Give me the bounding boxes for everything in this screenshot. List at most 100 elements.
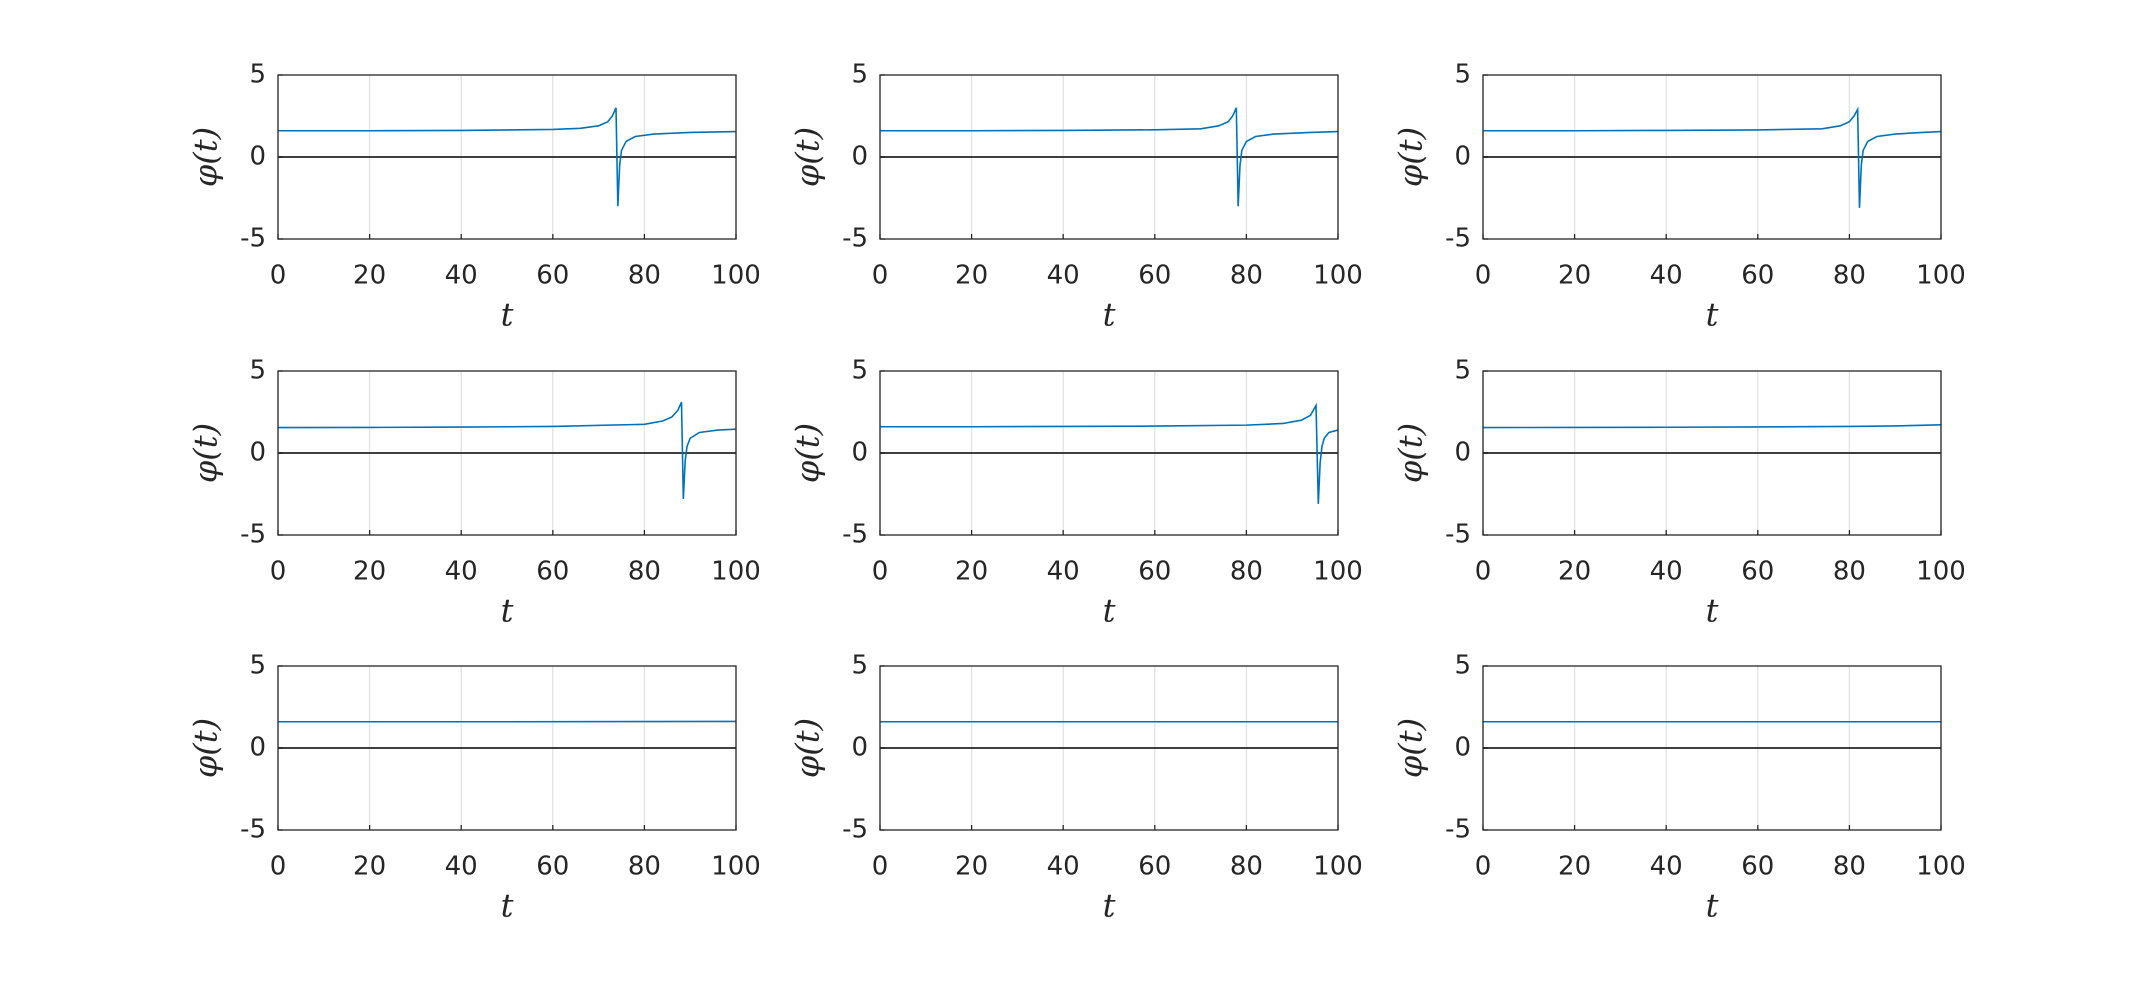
data-line [1483, 106, 1942, 208]
x-tick-label: 100 [711, 261, 761, 291]
y-tick-label: -5 [1445, 815, 1471, 845]
x-tick-label: 80 [1230, 261, 1263, 291]
y-tick-label: 5 [1454, 60, 1471, 90]
x-tick-label: 80 [1833, 557, 1866, 587]
x-axis-label: t [1103, 296, 1116, 334]
y-tick-label: 0 [851, 438, 868, 468]
data-line [880, 402, 1339, 504]
axes-box [1482, 370, 1942, 536]
y-tick-label: -5 [1445, 224, 1471, 254]
x-tick-label: 60 [536, 557, 569, 587]
data-line [277, 401, 737, 499]
x-tick-label: 0 [1475, 852, 1492, 882]
x-tick-label: 40 [445, 852, 478, 882]
x-axis-label: t [1706, 592, 1719, 630]
x-tick-label: 20 [1558, 557, 1591, 587]
x-tick-label: 100 [711, 557, 761, 587]
x-tick-label: 40 [1047, 261, 1080, 291]
y-axis-label: φ(t) [1392, 718, 1430, 778]
x-tick-label: 60 [1138, 557, 1171, 587]
x-tick-label: 60 [1741, 852, 1774, 882]
y-tick-label: -5 [240, 520, 266, 550]
x-tick-label: 40 [1650, 557, 1683, 587]
x-tick-label: 0 [872, 557, 889, 587]
x-tick-label: 100 [1313, 557, 1363, 587]
x-tick-label: 20 [955, 852, 988, 882]
x-axis-label: t [1103, 592, 1116, 630]
x-tick-label: 0 [270, 852, 287, 882]
x-tick-label: 80 [628, 852, 661, 882]
axes-box [1482, 665, 1942, 831]
x-tick-label: 40 [445, 261, 478, 291]
x-tick-label: 60 [536, 852, 569, 882]
y-axis-label: φ(t) [789, 423, 827, 483]
x-tick-label: 0 [1475, 557, 1492, 587]
y-axis-label: φ(t) [187, 423, 225, 483]
x-tick-label: 40 [445, 557, 478, 587]
axes-box [879, 665, 1339, 831]
x-tick-label: 20 [1558, 852, 1591, 882]
x-tick-label: 0 [270, 261, 287, 291]
y-axis-label: φ(t) [789, 127, 827, 187]
x-tick-label: 40 [1650, 261, 1683, 291]
data-line [1482, 423, 1942, 429]
y-tick-label: 5 [851, 356, 868, 386]
x-tick-label: 20 [955, 557, 988, 587]
y-tick-label: -5 [240, 224, 266, 254]
y-tick-label: 0 [249, 142, 266, 172]
y-tick-label: 0 [1454, 142, 1471, 172]
x-tick-label: 20 [1558, 261, 1591, 291]
data-line [880, 107, 1339, 207]
axes-box [879, 370, 1339, 536]
y-tick-label: -5 [240, 815, 266, 845]
y-tick-label: -5 [842, 520, 868, 550]
x-tick-label: 60 [1138, 261, 1171, 291]
y-tick-label: -5 [1445, 520, 1471, 550]
x-tick-label: 100 [1313, 852, 1363, 882]
x-tick-label: 80 [628, 557, 661, 587]
y-tick-label: 0 [851, 142, 868, 172]
x-axis-label: t [501, 592, 514, 630]
y-tick-label: 5 [249, 356, 266, 386]
x-tick-label: 60 [1741, 261, 1774, 291]
x-axis-label: t [501, 887, 514, 925]
y-axis-label: φ(t) [1392, 127, 1430, 187]
y-tick-label: 5 [249, 651, 266, 681]
x-tick-label: 40 [1047, 557, 1080, 587]
y-tick-label: 0 [1454, 733, 1471, 763]
x-tick-label: 0 [872, 261, 889, 291]
x-tick-label: 20 [353, 557, 386, 587]
x-tick-label: 20 [353, 261, 386, 291]
axes-box [1482, 74, 1942, 240]
y-axis-label: φ(t) [187, 718, 225, 778]
axes-box [277, 370, 737, 536]
x-tick-label: 40 [1650, 852, 1683, 882]
x-tick-label: 80 [1230, 557, 1263, 587]
x-tick-label: 80 [1833, 261, 1866, 291]
y-tick-label: 0 [249, 438, 266, 468]
x-axis-label: t [1103, 887, 1116, 925]
y-tick-label: 0 [1454, 438, 1471, 468]
axes-box [879, 74, 1339, 240]
axes-box [277, 665, 737, 831]
y-tick-label: -5 [842, 815, 868, 845]
x-tick-label: 80 [628, 261, 661, 291]
x-tick-label: 100 [1916, 557, 1966, 587]
axes-box [277, 74, 737, 240]
x-axis-label: t [501, 296, 514, 334]
x-tick-label: 100 [1916, 261, 1966, 291]
data-line [278, 107, 737, 207]
y-axis-label: φ(t) [187, 127, 225, 187]
y-tick-label: -5 [842, 224, 868, 254]
x-tick-label: 100 [711, 852, 761, 882]
x-tick-label: 60 [1138, 852, 1171, 882]
x-tick-label: 40 [1047, 852, 1080, 882]
y-tick-label: 0 [851, 733, 868, 763]
x-tick-label: 0 [270, 557, 287, 587]
x-tick-label: 0 [872, 852, 889, 882]
x-tick-label: 20 [955, 261, 988, 291]
x-tick-label: 20 [353, 852, 386, 882]
x-tick-label: 60 [536, 261, 569, 291]
